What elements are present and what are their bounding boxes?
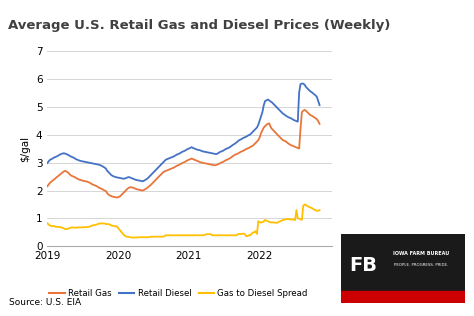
Text: IOWA FARM BUREAU: IOWA FARM BUREAU: [393, 251, 449, 256]
Text: FB: FB: [349, 256, 377, 275]
Bar: [341, 291, 465, 303]
Text: Average U.S. Retail Gas and Diesel Prices (Weekly): Average U.S. Retail Gas and Diesel Price…: [8, 19, 390, 32]
Text: PEOPLE. PROGRESS. PRIDE.: PEOPLE. PROGRESS. PRIDE.: [394, 263, 448, 267]
Legend: Retail Gas, Retail Diesel, Gas to Diesel Spread: Retail Gas, Retail Diesel, Gas to Diesel…: [46, 286, 311, 302]
Text: Source: U.S. EIA: Source: U.S. EIA: [9, 298, 82, 307]
Y-axis label: $/gal: $/gal: [20, 136, 30, 161]
